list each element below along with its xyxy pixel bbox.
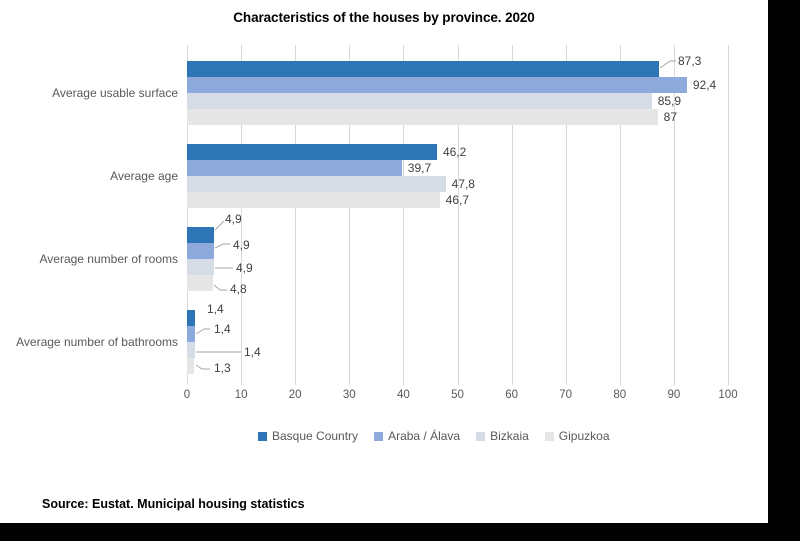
x-axis-tick-label: 20 [288, 389, 302, 401]
legend-label: Gipuzkoa [558, 429, 610, 443]
x-axis-tick-label: 80 [613, 389, 627, 401]
bar-basque-country [187, 310, 195, 326]
bar-araba-lava [187, 160, 402, 176]
category-label: Average number of rooms [39, 252, 178, 266]
bar-gipuzkoa [187, 275, 213, 291]
data-label: 87 [663, 110, 678, 124]
x-axis-tick-label: 30 [342, 389, 356, 401]
gridline [295, 45, 297, 385]
bar-basque-country [187, 61, 660, 77]
legend-label: Bizkaia [490, 429, 529, 443]
data-label: 4,8 [230, 282, 247, 296]
data-label: 4,9 [225, 212, 242, 226]
legend-label: Basque Country [272, 429, 359, 443]
gridline [187, 45, 188, 385]
bar-bizkaia [187, 93, 652, 109]
data-label: 39,7 [407, 161, 432, 175]
bar-bizkaia [187, 342, 195, 358]
gridline [457, 45, 459, 385]
gridline [728, 45, 729, 385]
data-label: 92,4 [692, 78, 717, 92]
data-label: 1,4 [244, 345, 261, 359]
legend-item: Basque Country [258, 429, 358, 443]
legend-swatch [258, 431, 267, 441]
legend-swatch [374, 431, 384, 441]
bar-araba-lava [187, 243, 214, 259]
gridline [349, 45, 351, 385]
x-axis-tick-label: 90 [667, 389, 681, 401]
bar-bizkaia [187, 259, 214, 275]
gridline [241, 45, 243, 385]
bar-gipuzkoa [187, 109, 658, 125]
gridline [619, 45, 621, 385]
data-label: 4,9 [233, 238, 250, 252]
data-label: 46,7 [445, 193, 469, 207]
gridline [565, 45, 567, 385]
x-axis-tick-label: 0 [183, 389, 191, 401]
legend-item: Gipuzkoa [544, 429, 610, 443]
data-label: 85,9 [657, 94, 682, 108]
legend-item: Bizkaia [476, 429, 529, 443]
data-label: 1,3 [214, 361, 231, 375]
category-label: Average number of bathrooms [16, 335, 178, 349]
data-label: 4,9 [236, 261, 253, 275]
bar-bizkaia [187, 176, 446, 192]
bar-araba-lava [187, 77, 687, 93]
category-label: Average age [110, 169, 178, 183]
gridline [511, 45, 513, 385]
bar-basque-country [187, 227, 214, 243]
x-axis-tick-label: 10 [234, 389, 248, 401]
bar-basque-country [187, 144, 437, 160]
data-label: 46,2 [442, 145, 467, 159]
x-axis-tick-label: 50 [451, 389, 464, 401]
category-label: Average usable surface [52, 86, 178, 100]
bar-araba-lava [187, 326, 195, 342]
legend-swatch [476, 431, 486, 441]
data-label: 1,4 [214, 322, 231, 336]
legend-swatch [544, 431, 554, 441]
x-axis-tick-label: 100 [718, 389, 738, 401]
x-axis-tick-label: 70 [559, 389, 573, 401]
bar-gipuzkoa [187, 192, 440, 208]
gridline [403, 45, 405, 385]
bar-gipuzkoa [187, 358, 194, 374]
data-label: 1,4 [207, 302, 224, 316]
legend: Basque Country Araba / Álava Bizkaia Gipuzk… [258, 429, 610, 443]
gridline [673, 45, 675, 385]
legend-label: Araba / Álava [388, 429, 461, 443]
x-axis-tick-label: 60 [505, 389, 518, 401]
data-label: 87,3 [678, 54, 702, 68]
chart-title: Characteristics of the houses by provinc… [233, 10, 535, 25]
bar-chart: Characteristics of the houses by provinc… [0, 0, 768, 523]
source-note: Source: Eustat. Municipal housing statis… [42, 497, 305, 511]
legend-item: Araba / Álava [374, 429, 460, 443]
data-label: 47,8 [451, 177, 475, 191]
x-axis-tick-label: 40 [396, 389, 410, 401]
